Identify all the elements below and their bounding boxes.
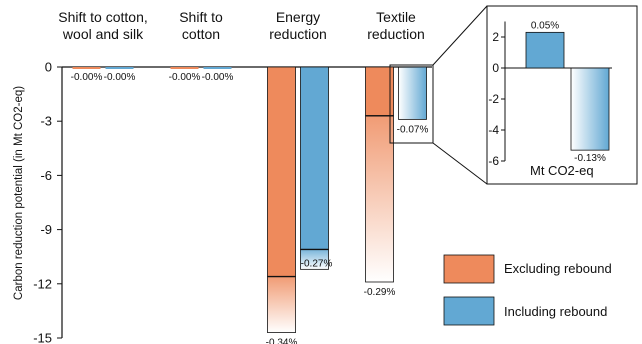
percent-label: -0.00% — [202, 72, 234, 83]
inset-connector-top — [432, 5, 488, 66]
bar-rebound-excluding — [365, 115, 394, 283]
inset-tick-label: -4 — [488, 123, 499, 137]
bar-excluding — [267, 66, 296, 277]
legend: Excluding rebound Including rebound — [443, 254, 612, 326]
inset-connector-bottom — [432, 142, 488, 185]
bar-including — [300, 66, 329, 250]
inset-bar — [525, 31, 565, 69]
y-tick-label: -15 — [33, 331, 52, 344]
legend-swatch-including — [443, 296, 495, 326]
y-tick-label: -12 — [33, 276, 52, 291]
percent-label: -0.07% — [397, 124, 429, 135]
percent-label: -0.00% — [169, 72, 201, 83]
bars — [72, 66, 427, 333]
bar-including — [203, 67, 232, 69]
bar-excluding — [365, 66, 394, 117]
inset-percent-label: -0.13% — [574, 153, 606, 164]
y-axis-label: Carbon reduction potential (in Mt CO2-eq… — [13, 86, 25, 300]
bar-rebound-excluding — [267, 276, 296, 333]
y-tick-label: 0 — [45, 60, 52, 75]
bar-excluding — [170, 67, 199, 69]
y-tick-label: -9 — [40, 222, 52, 237]
legend-label-including: Including rebound — [504, 304, 607, 319]
legend-label-excluding: Excluding rebound — [504, 261, 612, 276]
category-label: Textile reduction — [367, 9, 425, 42]
category-label: Shift to cotton, wool and silk — [58, 9, 148, 42]
inset-tick-label: -6 — [488, 154, 499, 168]
percent-label: -0.00% — [71, 72, 103, 83]
inset-chart: 2 0 -2 -4 -6 0.05% -0.13% Mt CO2-eq — [389, 5, 638, 185]
bar-including — [398, 66, 427, 120]
inset-tick-label: 2 — [492, 30, 499, 44]
legend-swatch-excluding — [443, 254, 495, 284]
category-label: Shift to cotton — [179, 9, 223, 42]
y-tick-label: -3 — [40, 114, 52, 129]
percent-label: -0.29% — [364, 287, 396, 298]
bar-including — [105, 67, 134, 69]
y-tick-label: -6 — [40, 168, 52, 183]
category-labels: Shift to cotton, wool and silk Shift to cot… — [58, 9, 425, 42]
percent-label: -0.27% — [301, 258, 333, 269]
inset-tick-label: 0 — [492, 61, 499, 75]
main-plot: 0 -3 -6 -9 -12 -15 Shift to cotton, wool and s… — [13, 9, 432, 344]
inset-unit-label: Mt CO2-eq — [530, 163, 594, 178]
inset-highlight-box — [389, 64, 434, 144]
inset-bars: 0.05% -0.13% — [525, 20, 610, 164]
bar-excluding — [72, 67, 101, 69]
inset-bar — [570, 67, 610, 151]
category-label: Energy reduction — [269, 9, 327, 42]
percent-label: -0.00% — [104, 72, 136, 83]
percent-labels: -0.00% -0.00%-0.34%-0.29%-0.00% -0.00%-0.2… — [71, 72, 429, 344]
inset-tick-label: -2 — [488, 92, 499, 106]
percent-label: -0.34% — [266, 338, 298, 344]
inset-percent-label: 0.05% — [531, 20, 559, 31]
